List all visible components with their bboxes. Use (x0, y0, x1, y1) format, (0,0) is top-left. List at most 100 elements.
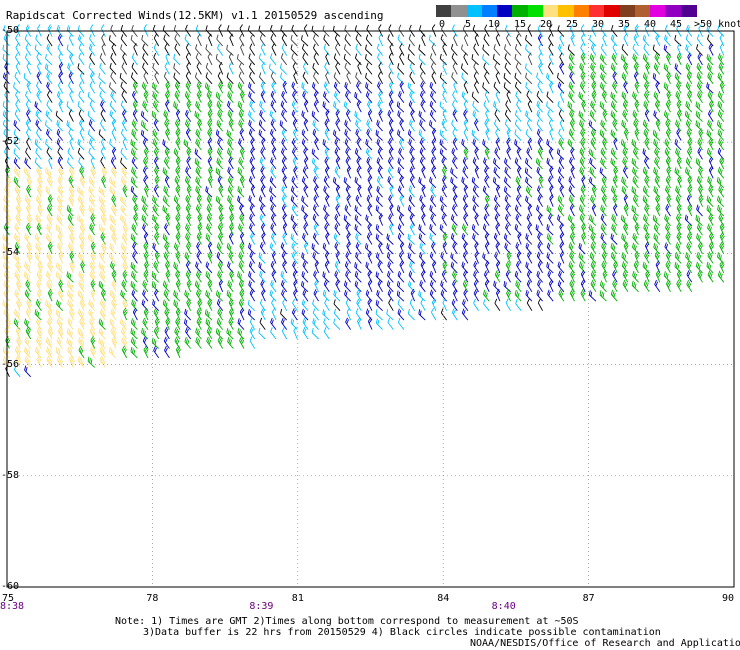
wind-barb (377, 81, 383, 94)
wind-barb (24, 261, 32, 274)
wind-barb (291, 109, 298, 122)
wind-barb (494, 213, 501, 226)
wind-barb (66, 280, 74, 293)
wind-barb (120, 289, 128, 302)
wind-barb (228, 232, 234, 245)
wind-barb (68, 109, 74, 122)
wind-barb (69, 355, 75, 368)
wind-barb (173, 299, 181, 312)
wind-barb (537, 137, 543, 151)
wind-barb (569, 109, 575, 122)
wind-barb (323, 185, 330, 198)
wind-barb (216, 157, 224, 170)
wind-barb (77, 100, 85, 113)
wind-barb (515, 175, 522, 189)
wind-barb (57, 185, 64, 198)
wind-barb (547, 109, 554, 122)
plot-frame (6, 30, 735, 588)
wind-barb (706, 82, 714, 94)
wind-barb (46, 43, 53, 56)
wind-barb (431, 137, 437, 151)
wind-barb (175, 213, 181, 226)
wind-barb (580, 137, 586, 151)
wind-barb (78, 270, 85, 283)
wind-barb (313, 289, 319, 302)
wind-barb (312, 62, 319, 75)
wind-barb (654, 100, 661, 113)
wind-barb (217, 270, 224, 283)
colorbar-tick-label: 40 (643, 19, 657, 30)
wind-barb (366, 232, 373, 245)
wind-barb (25, 100, 32, 113)
wind-barb (109, 186, 117, 198)
wind-barb (13, 308, 21, 321)
wind-barb (57, 175, 64, 189)
chart-title: Rapidscat Corrected Winds(12.5KM) v1.1 2… (6, 9, 384, 22)
wind-barb (546, 91, 554, 104)
wind-barb (623, 194, 629, 207)
wind-barb (719, 43, 725, 56)
wind-barb (687, 137, 693, 151)
wind-barb (525, 242, 533, 255)
wind-barb (131, 223, 138, 236)
wind-barb (547, 270, 554, 283)
wind-barb (133, 213, 139, 226)
wind-barb (580, 71, 586, 85)
wind-barb (644, 90, 650, 103)
wind-barb (66, 204, 74, 217)
wind-barb (227, 81, 234, 94)
wind-barb (388, 71, 394, 85)
wind-barb (463, 52, 469, 66)
wind-barb (335, 279, 341, 293)
wind-barb (101, 165, 108, 179)
wind-barb (557, 176, 565, 189)
wind-barb (57, 156, 64, 170)
wind-barb (77, 308, 85, 321)
wind-barb (578, 91, 586, 104)
wind-barb (239, 90, 245, 103)
wind-barb (301, 129, 309, 141)
wind-barb (13, 166, 21, 179)
wind-barb (325, 71, 330, 84)
wind-barb (463, 241, 469, 255)
wind-barb (165, 80, 171, 94)
wind-barb (216, 251, 224, 264)
wind-barb (622, 100, 629, 113)
wind-barb (90, 24, 96, 37)
wind-barb (526, 213, 533, 226)
wind-barb (248, 110, 256, 122)
wind-barb (375, 271, 383, 283)
wind-barb (664, 34, 671, 47)
wind-barb (483, 157, 490, 170)
wind-barb (536, 166, 543, 179)
wind-barb (665, 279, 671, 293)
wind-barb (175, 184, 181, 198)
wind-barb (600, 157, 607, 170)
wind-barb (643, 279, 650, 293)
wind-barb (260, 175, 266, 189)
wind-barb (365, 308, 373, 321)
wind-barb (558, 109, 565, 122)
wind-barb (525, 233, 533, 245)
wind-barb (570, 165, 575, 179)
wind-barb (153, 326, 160, 340)
wind-barb (600, 204, 607, 217)
wind-barb (685, 119, 693, 132)
wind-barb (610, 34, 618, 47)
wind-barb (536, 128, 543, 141)
wind-barb (377, 100, 383, 113)
wind-barb (631, 280, 639, 293)
wind-barb (591, 184, 597, 198)
wind-barb (120, 147, 128, 160)
wind-barb (56, 138, 64, 151)
wind-barb (229, 33, 234, 47)
wind-barb (613, 165, 619, 179)
wind-barb (345, 147, 351, 160)
wind-barb (66, 271, 74, 283)
wind-barb (271, 43, 277, 56)
wind-barb (707, 34, 714, 47)
wind-barb (47, 90, 53, 103)
wind-barb (249, 223, 256, 236)
wind-barb (78, 336, 85, 349)
wind-barb (111, 166, 118, 179)
